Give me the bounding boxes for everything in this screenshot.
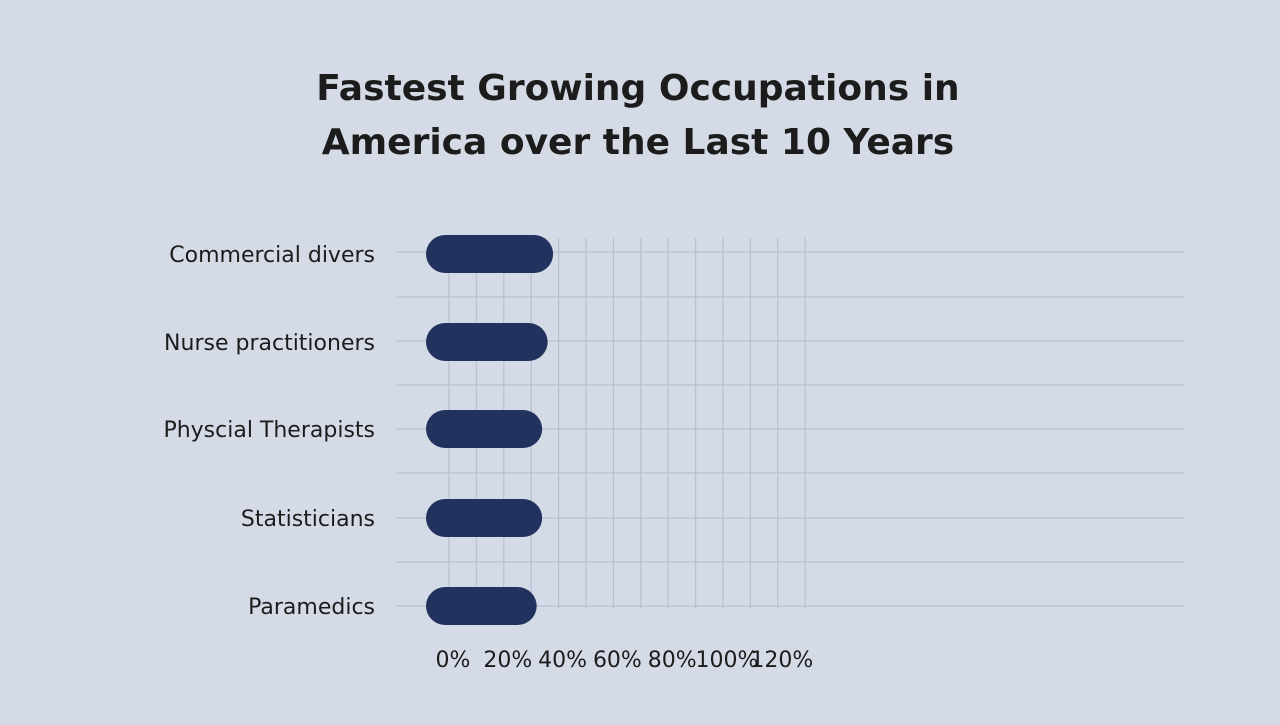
- x-tick-label-4: 60%: [593, 648, 642, 673]
- chart-title-line-1: Fastest Growing Occupations in: [316, 68, 959, 109]
- bar-4: [426, 499, 543, 537]
- bar-1: [426, 235, 554, 273]
- x-tick-label-6: 100%: [696, 648, 759, 673]
- x-tick-label-1: 0%: [436, 648, 471, 673]
- x-tick-label-3: 40%: [538, 648, 587, 673]
- chart-title-line-2: America over the Last 10 Years: [322, 122, 954, 163]
- category-label-5: Paramedics: [248, 595, 375, 620]
- category-label-3: Physcial Therapists: [163, 418, 375, 443]
- bar-3: [426, 410, 543, 448]
- x-tick-label-2: 20%: [483, 648, 532, 673]
- bars: [426, 235, 554, 625]
- bar-2: [426, 323, 548, 361]
- bar-5: [426, 587, 537, 625]
- chart-title: Fastest Growing Occupations in America o…: [316, 68, 959, 163]
- category-labels: Commercial divers Nurse practitioners Phys…: [163, 243, 375, 620]
- x-tick-label-5: 80%: [648, 648, 697, 673]
- x-tick-labels: 0% 20% 40% 60% 80%100%120%: [436, 648, 814, 673]
- category-label-4: Statisticians: [241, 507, 375, 532]
- category-label-2: Nurse practitioners: [164, 331, 375, 356]
- x-tick-label-7: 120%: [750, 648, 813, 673]
- category-label-1: Commercial divers: [169, 243, 375, 268]
